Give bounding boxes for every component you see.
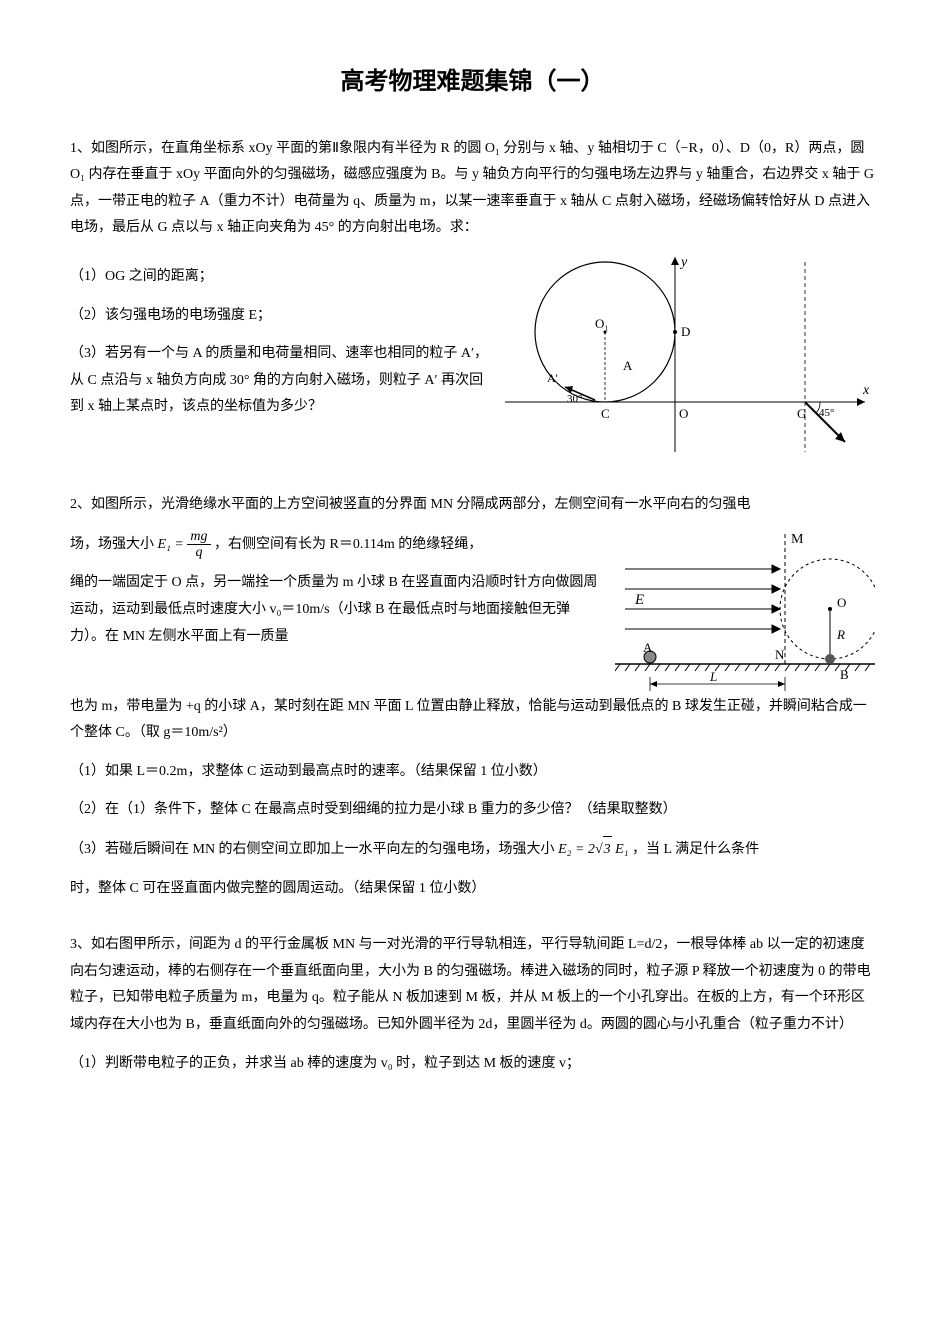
text-span: （3）若碰后瞬间在 MN 的右侧空间立即加上一水平向左的匀强电场，场强大小 (70, 842, 558, 857)
label-30deg: 30° (567, 393, 582, 405)
label-A2: A (643, 640, 653, 655)
problem-2-intro2: 场，场强大小 E₁ = mg q ，右侧空间有长为 R＝0.114m 的绝缘轻绳… (70, 529, 600, 561)
problem-3: 3、如右图甲所示，间距为 d 的平行金属板 MN 与一对光滑的平行导轨相连，平行… (70, 932, 875, 1077)
problem-1: 1、如图所示，在直角坐标系 xOy 平面的第Ⅱ象限内有半径为 R 的圆 O₁ 分… (70, 136, 875, 462)
label-45deg: 45° (819, 407, 834, 419)
problem-1-q1: （1）OG 之间的距离； (70, 264, 490, 291)
problem-2-q3: （3）若碰后瞬间在 MN 的右侧空间立即加上一水平向左的匀强电场，场强大小 E₂… (70, 836, 875, 864)
problem-2-q1: （1）如果 L＝0.2m，求整体 C 运动到最高点时的速率。（结果保留 1 位小… (70, 759, 875, 786)
problem-1-figure: y x O₁ D C O A 30° (505, 252, 875, 462)
problem-2-figure: M (615, 529, 875, 694)
label-N: N (775, 647, 785, 662)
label-B: B (840, 667, 849, 682)
problem-2-intro1: 2、如图所示，光滑绝缘水平面的上方空间被竖直的分界面 MN 分隔成两部分，左侧空… (70, 492, 875, 519)
formula-E1: E₁ = mg q (158, 529, 211, 561)
problem-2-q2: （2）在（1）条件下，整体 C 在最高点时受到细绳的拉力是小球 B 重力的多少倍… (70, 797, 875, 824)
axis-y-label: y (679, 255, 688, 270)
problem-2-p2: 也为 m，带电量为 +q 的小球 A，某时刻在距 MN 平面 L 位置由静止释放… (70, 694, 875, 747)
formula-den: q (187, 545, 210, 560)
problem-2-p1: 绳的一端固定于 O 点，另一端拴一个质量为 m 小球 B 在竖直面内沿顺时针方向… (70, 570, 600, 650)
problem-3-intro: 3、如右图甲所示，间距为 d 的平行金属板 MN 与一对光滑的平行导轨相连，平行… (70, 932, 875, 1038)
label-R: R (836, 627, 845, 642)
formula-lhs: E₁ = (158, 537, 184, 552)
label-Aprime: A' (547, 371, 558, 385)
problem-2: 2、如图所示，光滑绝缘水平面的上方空间被竖直的分界面 MN 分隔成两部分，左侧空… (70, 492, 875, 902)
label-O2: O (837, 595, 846, 610)
page-title: 高考物理难题集锦（一） (70, 60, 875, 106)
problem-2-q3c: 时，整体 C 可在竖直面内做完整的圆周运动。（结果保留 1 位小数） (70, 876, 875, 903)
text-span: 场，场强大小 (70, 537, 158, 552)
formula-E2: E₂ = 23 E₁ (558, 842, 628, 857)
problem-1-q3: （3）若另有一个与 A 的质量和电荷量相同、速率也相同的粒子 A′，从 C 点沿… (70, 341, 490, 421)
problem-3-q1: （1）判断带电粒子的正负，并求当 ab 棒的速度为 v₀ 时，粒子到达 M 板的… (70, 1051, 875, 1078)
label-O1: O₁ (595, 316, 609, 331)
formula-num: mg (187, 529, 210, 545)
text-span: ，右侧空间有长为 R＝0.114m 的绝缘轻绳， (214, 537, 482, 552)
problem-1-q2: （2）该匀强电场的电场强度 E； (70, 303, 490, 330)
label-E: E (634, 592, 644, 608)
axis-x-label: x (862, 383, 870, 398)
problem-1-intro: 1、如图所示，在直角坐标系 xOy 平面的第Ⅱ象限内有半径为 R 的圆 O₁ 分… (70, 136, 875, 242)
label-L: L (709, 669, 717, 684)
label-M: M (791, 532, 804, 547)
label-C: C (601, 406, 610, 421)
label-G: G (797, 406, 806, 421)
text-span: ，当 L 满足什么条件 (632, 842, 759, 857)
label-O: O (679, 406, 688, 421)
label-D: D (681, 324, 690, 339)
label-A: A (623, 358, 633, 373)
